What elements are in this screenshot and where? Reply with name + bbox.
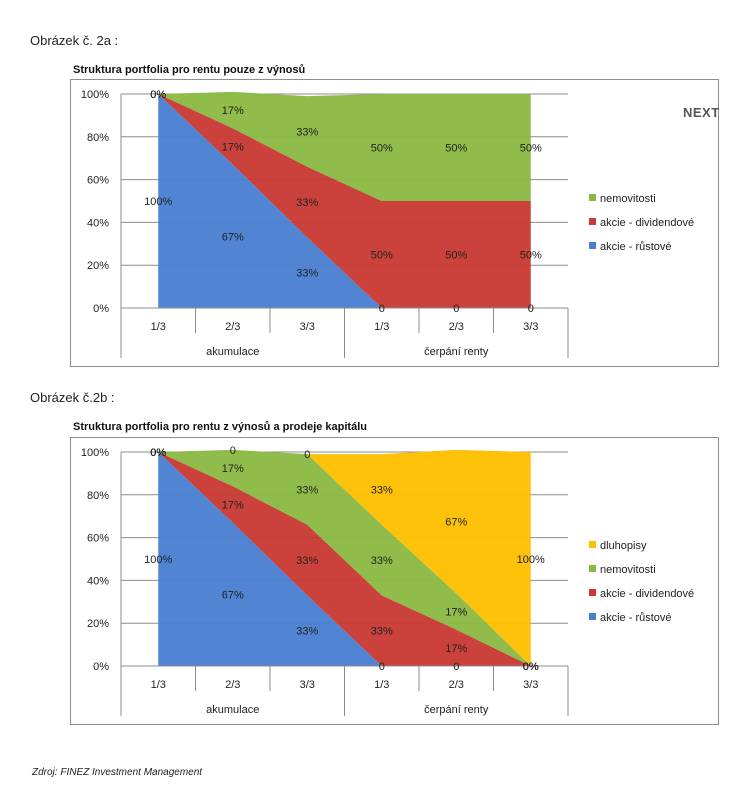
chart-2b-frame	[70, 437, 719, 725]
chart-2a-title: Struktura portfolia pro rentu pouze z vý…	[73, 64, 306, 76]
source-note: Zdroj: FINEZ Investment Management	[32, 767, 203, 778]
figure-2b-caption: Obrázek č.2b :	[30, 390, 115, 405]
next-label: NEXT	[683, 105, 720, 120]
chart-2b-title: Struktura portfolia pro rentu z výnosů a…	[73, 421, 367, 433]
figure-2a-caption: Obrázek č. 2a :	[30, 33, 119, 48]
chart-2a-frame	[70, 79, 719, 367]
